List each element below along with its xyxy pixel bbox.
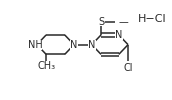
FancyBboxPatch shape bbox=[88, 40, 96, 50]
FancyBboxPatch shape bbox=[29, 40, 41, 50]
Text: Cl: Cl bbox=[123, 63, 133, 73]
FancyBboxPatch shape bbox=[40, 61, 52, 70]
Text: N: N bbox=[88, 40, 95, 50]
FancyBboxPatch shape bbox=[115, 30, 123, 40]
Text: H−Cl: H−Cl bbox=[138, 14, 167, 24]
Text: CH₃: CH₃ bbox=[37, 61, 55, 71]
FancyBboxPatch shape bbox=[70, 40, 78, 50]
Text: S: S bbox=[98, 17, 104, 27]
Text: N: N bbox=[115, 30, 122, 40]
FancyBboxPatch shape bbox=[97, 17, 105, 26]
FancyBboxPatch shape bbox=[123, 63, 133, 72]
Text: N: N bbox=[70, 40, 78, 50]
Text: —: — bbox=[119, 17, 128, 27]
Text: NH: NH bbox=[28, 40, 42, 50]
